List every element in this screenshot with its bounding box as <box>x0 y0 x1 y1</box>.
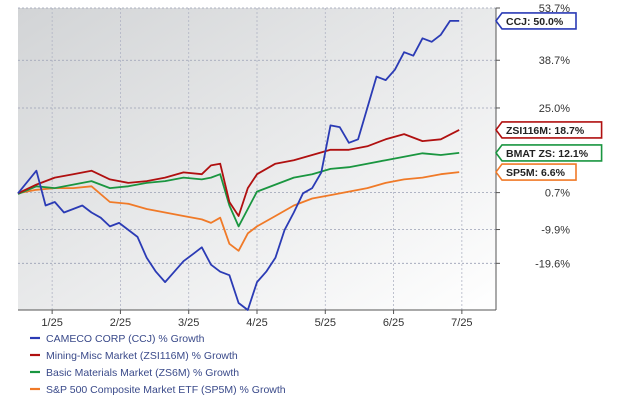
badge-label: CCJ: 50.0% <box>506 16 564 28</box>
plot-background <box>18 8 496 310</box>
badge-bmat-zs-12-1: BMAT ZS: 12.1% <box>495 144 603 162</box>
y-tick-label: -9.9% <box>541 225 570 237</box>
end-value-badges: CCJ: 50.0% ZSI116M: 18.7% BMAT ZS: 12.1% SP… <box>494 12 603 181</box>
legend-item-mining-misc-market-zsi116m-growth: Mining-Misc Market (ZSI116M) % Growth <box>30 350 238 362</box>
y-tick-label: 53.7% <box>539 3 570 15</box>
y-tick-label: -19.6% <box>535 258 570 270</box>
series-line-cameco-corp-ccj-growth <box>17 19 460 311</box>
x-tick-label: 7/25 <box>451 317 472 329</box>
y-tick-label: 38.7% <box>539 55 570 67</box>
badge-zsi116m-18-7: ZSI116M: 18.7% <box>494 121 603 139</box>
x-tick-label: 5/25 <box>315 317 336 329</box>
badge-sp5m-6-6: SP5M: 6.6% <box>495 163 577 181</box>
series-line-basic-materials-market-zs6m-growth <box>17 152 460 228</box>
axes: 53.7% 38.7% 25.0% 0.7% -9.9% -19.6% 1/25 2/25 3/… <box>18 3 570 329</box>
badge-label: ZSI116M: 18.7% <box>506 125 585 137</box>
legend-label: Mining-Misc Market (ZSI116M) % Growth <box>46 350 238 362</box>
badge-box <box>495 144 603 162</box>
badge-ccj-50-0: CCJ: 50.0% <box>495 12 577 30</box>
x-tick-label: 4/25 <box>246 317 267 329</box>
series-line-mining-misc-market-zsi116m-growth <box>17 129 460 217</box>
badge-box <box>495 163 577 181</box>
x-tick-label: 2/25 <box>110 317 131 329</box>
badge-box <box>494 121 603 139</box>
legend-item-s-p-500-composite-market-etf-sp5m-growth: S&P 500 Composite Market ETF (SP5M) % Gr… <box>30 384 286 396</box>
series-lines <box>17 19 460 311</box>
legend-item-basic-materials-market-zs6m-growth: Basic Materials Market (ZS6M) % Growth <box>30 367 239 379</box>
legend-label: S&P 500 Composite Market ETF (SP5M) % Gr… <box>46 384 286 396</box>
legend-label: CAMECO CORP (CCJ) % Growth <box>46 333 205 345</box>
x-tick-label: 3/25 <box>178 317 199 329</box>
x-tick-label: 6/25 <box>383 317 404 329</box>
legend-item-cameco-corp-ccj-growth: CAMECO CORP (CCJ) % Growth <box>30 333 205 345</box>
y-tick-label: 25.0% <box>539 103 570 115</box>
y-tick-label: 0.7% <box>545 188 570 200</box>
badge-box <box>495 12 577 30</box>
x-tick-label: 1/25 <box>41 317 62 329</box>
badge-label: SP5M: 6.6% <box>506 167 566 179</box>
badge-label: BMAT ZS: 12.1% <box>506 148 589 160</box>
legend-label: Basic Materials Market (ZS6M) % Growth <box>46 367 239 379</box>
legend: CAMECO CORP (CCJ) % Growth Mining-Misc Ma… <box>30 333 286 396</box>
series-line-s-p-500-composite-market-etf-sp5m-growth <box>17 171 460 252</box>
